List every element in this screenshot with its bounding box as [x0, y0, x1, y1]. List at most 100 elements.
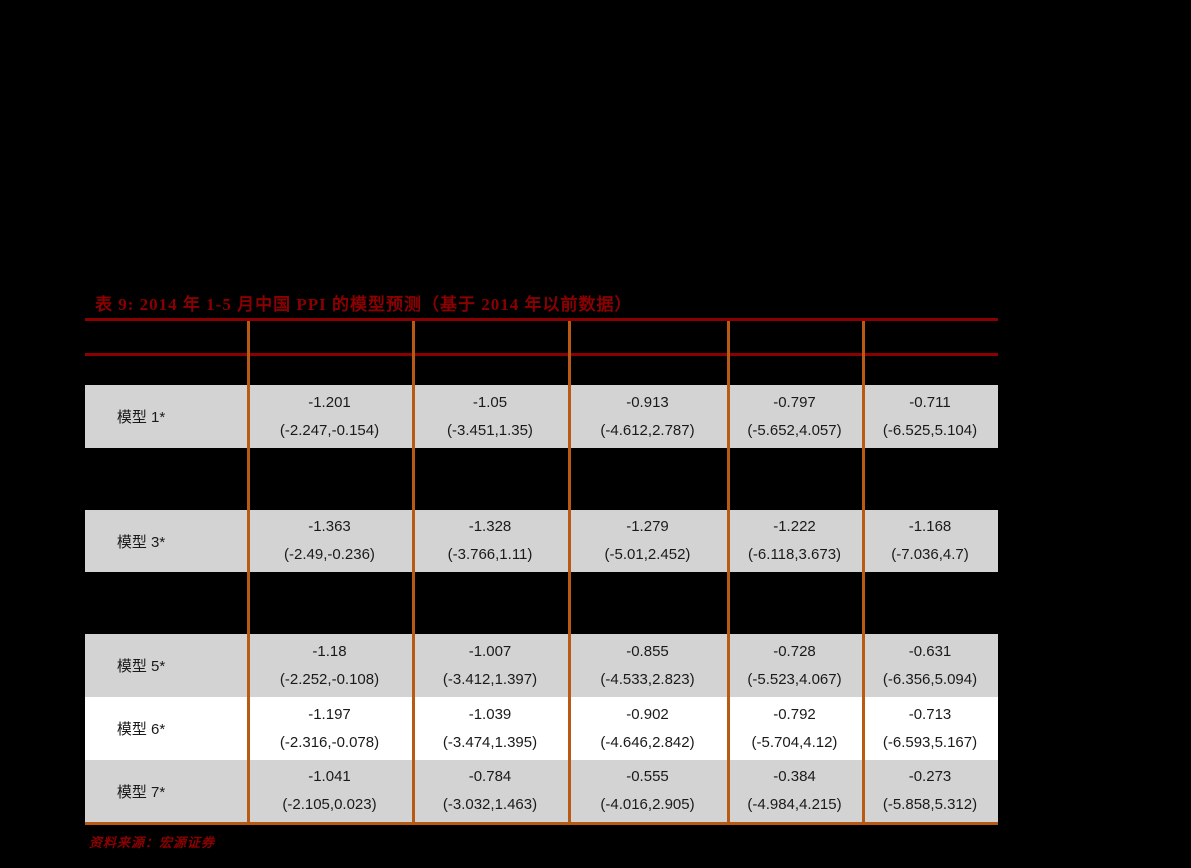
table-cell: -0.555 (-4.016,2.905) [568, 763, 727, 819]
table-top-rule [85, 318, 998, 321]
point-estimate: -0.792 [773, 705, 816, 723]
confidence-interval: (-5.704,4.12) [751, 733, 838, 751]
point-estimate: -0.797 [773, 393, 816, 411]
table-cell: -1.222 (-6.118,3.673) [727, 513, 862, 569]
point-estimate: -1.18 [312, 642, 347, 660]
point-estimate: -1.041 [308, 768, 351, 785]
confidence-interval: (-4.533,2.823) [600, 670, 695, 688]
table-cell: -1.279 (-5.01,2.452) [568, 513, 727, 569]
point-estimate: -0.631 [908, 642, 952, 660]
point-estimate: -1.007 [468, 642, 512, 660]
table-row-model-1: 模型 1* -1.201 (-2.247,-0.154) -1.05 (-3.4… [85, 385, 998, 448]
point-estimate: -1.05 [472, 393, 508, 411]
table-row-model-6: 模型 6* -1.197 (-2.316,-0.078) -1.039 (-3.… [85, 697, 998, 760]
point-estimate: -1.168 [908, 518, 952, 535]
table-bottom-rule [85, 822, 998, 825]
column-divider [412, 321, 415, 825]
confidence-interval: (-3.766,1.11) [447, 546, 533, 563]
table-cell: -0.728 (-5.523,4.067) [727, 638, 862, 694]
spacer-row [85, 356, 998, 385]
point-estimate: -0.713 [908, 705, 952, 723]
point-estimate: -0.902 [626, 705, 669, 723]
confidence-interval: (-2.105,0.023) [282, 796, 377, 813]
point-estimate: -0.728 [773, 642, 816, 660]
confidence-interval: (-3.474,1.395) [442, 733, 538, 751]
confidence-interval: (-4.016,2.905) [600, 796, 695, 813]
confidence-interval: (-4.612,2.787) [600, 421, 695, 439]
table-cell: -1.328 (-3.766,1.11) [412, 513, 568, 569]
confidence-interval: (-5.01,2.452) [604, 546, 691, 563]
data-table: 模型 1* -1.201 (-2.247,-0.154) -1.05 (-3.4… [85, 318, 998, 825]
confidence-interval: (-2.316,-0.078) [279, 733, 380, 751]
point-estimate: -0.711 [909, 393, 951, 411]
confidence-interval: (-3.032,1.463) [442, 796, 538, 813]
row-label: 模型 3* [116, 533, 166, 551]
table-header-row [85, 321, 998, 353]
spacer-row [85, 448, 998, 510]
table-cell: -0.902 (-4.646,2.842) [568, 701, 727, 757]
table-cell: -1.197 (-2.316,-0.078) [247, 701, 412, 757]
table-cell: -1.168 (-7.036,4.7) [862, 513, 998, 569]
point-estimate: -1.279 [626, 518, 669, 535]
point-estimate: -0.784 [468, 768, 512, 785]
table-cell: -1.041 (-2.105,0.023) [247, 763, 412, 819]
point-estimate: -0.913 [626, 393, 669, 411]
point-estimate: -1.197 [308, 705, 351, 723]
table-row-model-7: 模型 7* -1.041 (-2.105,0.023) -0.784 (-3.0… [85, 760, 998, 822]
row-label: 模型 7* [116, 783, 166, 801]
table-cell: -0.711 (-6.525,5.104) [862, 389, 998, 445]
table-cell: -1.201 (-2.247,-0.154) [247, 389, 412, 445]
confidence-interval: (-3.451,1.35) [447, 421, 533, 439]
confidence-interval: (-5.858,5.312) [882, 796, 978, 813]
confidence-interval: (-6.593,5.167) [882, 733, 978, 751]
confidence-interval: (-6.525,5.104) [882, 421, 978, 439]
confidence-interval: (-7.036,4.7) [891, 546, 969, 563]
confidence-interval: (-2.49,-0.236) [284, 546, 375, 563]
row-label: 模型 5* [116, 658, 166, 675]
confidence-interval: (-5.523,4.067) [747, 670, 842, 688]
table-cell: -1.18 (-2.252,-0.108) [247, 638, 412, 694]
confidence-interval: (-3.412,1.397) [442, 670, 538, 688]
confidence-interval: (-6.118,3.673) [747, 546, 842, 563]
header-bottom-rule [85, 353, 998, 356]
table-cell: -0.913 (-4.612,2.787) [568, 389, 727, 445]
spacer-row [85, 572, 998, 634]
point-estimate: -0.273 [908, 768, 952, 785]
confidence-interval: (-2.247,-0.154) [279, 421, 380, 439]
point-estimate: -1.201 [308, 393, 351, 411]
column-divider [727, 321, 730, 825]
table-cell: -0.784 (-3.032,1.463) [412, 763, 568, 819]
point-estimate: -0.855 [626, 642, 669, 660]
source-note: 资料来源：宏源证券 [89, 835, 216, 850]
table-cell: -0.384 (-4.984,4.215) [727, 763, 862, 819]
confidence-interval: (-4.984,4.215) [747, 796, 842, 813]
table-cell: -1.039 (-3.474,1.395) [412, 701, 568, 757]
point-estimate: -1.222 [773, 518, 816, 535]
confidence-interval: (-4.646,2.842) [600, 733, 695, 751]
table-row-model-3: 模型 3* -1.363 (-2.49,-0.236) -1.328 (-3.7… [85, 510, 998, 572]
table-title: 表 9: 2014 年 1-5 月中国 PPI 的模型预测（基于 2014 年以… [95, 295, 633, 314]
column-divider [568, 321, 571, 825]
row-label: 模型 1* [116, 409, 166, 426]
confidence-interval: (-5.652,4.057) [747, 421, 842, 439]
table-cell: -1.05 (-3.451,1.35) [412, 389, 568, 445]
point-estimate: -1.363 [308, 518, 351, 535]
table-row-model-5: 模型 5* -1.18 (-2.252,-0.108) -1.007 (-3.4… [85, 634, 998, 697]
table-cell: -1.363 (-2.49,-0.236) [247, 513, 412, 569]
point-estimate: -1.039 [468, 705, 512, 723]
column-divider [862, 321, 865, 825]
point-estimate: -0.555 [626, 768, 669, 785]
table-cell: -0.273 (-5.858,5.312) [862, 763, 998, 819]
table-cell: -0.631 (-6.356,5.094) [862, 638, 998, 694]
point-estimate: -0.384 [773, 768, 816, 785]
point-estimate: -1.328 [468, 518, 512, 535]
table-cell: -0.797 (-5.652,4.057) [727, 389, 862, 445]
table-cell: -0.713 (-6.593,5.167) [862, 701, 998, 757]
column-divider [247, 321, 250, 825]
row-label: 模型 6* [116, 721, 166, 738]
confidence-interval: (-6.356,5.094) [882, 670, 978, 688]
confidence-interval: (-2.252,-0.108) [279, 670, 380, 688]
table-cell: -1.007 (-3.412,1.397) [412, 638, 568, 694]
table-cell: -0.855 (-4.533,2.823) [568, 638, 727, 694]
